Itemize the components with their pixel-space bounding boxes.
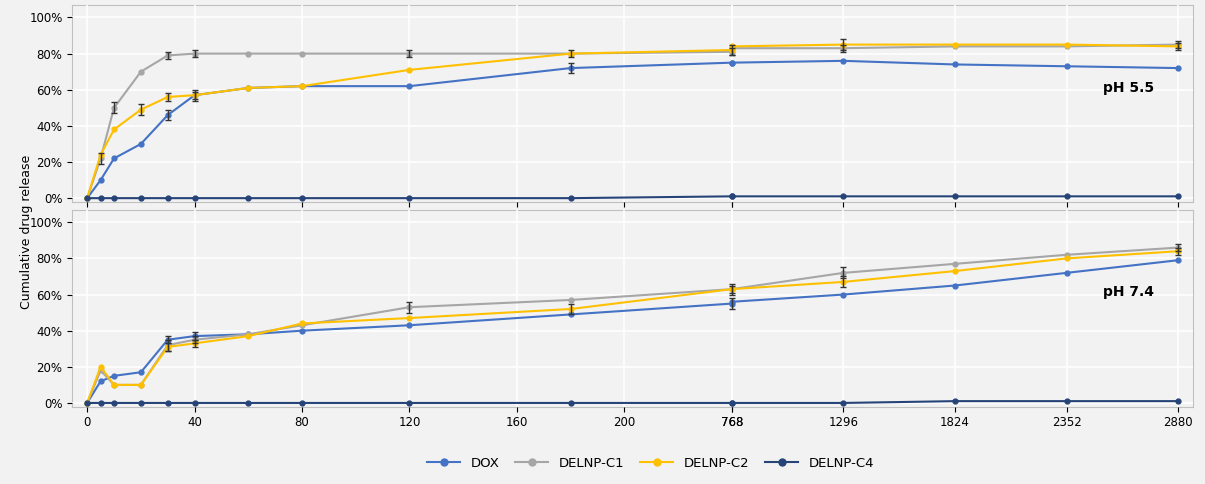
Text: pH 5.5: pH 5.5	[1103, 80, 1153, 94]
Legend: DOX, DELNP-C1, DELNP-C2, DELNP-C4: DOX, DELNP-C1, DELNP-C2, DELNP-C4	[422, 452, 880, 475]
Text: Cumulative drug release: Cumulative drug release	[20, 155, 33, 309]
Text: pH 7.4: pH 7.4	[1103, 286, 1153, 299]
